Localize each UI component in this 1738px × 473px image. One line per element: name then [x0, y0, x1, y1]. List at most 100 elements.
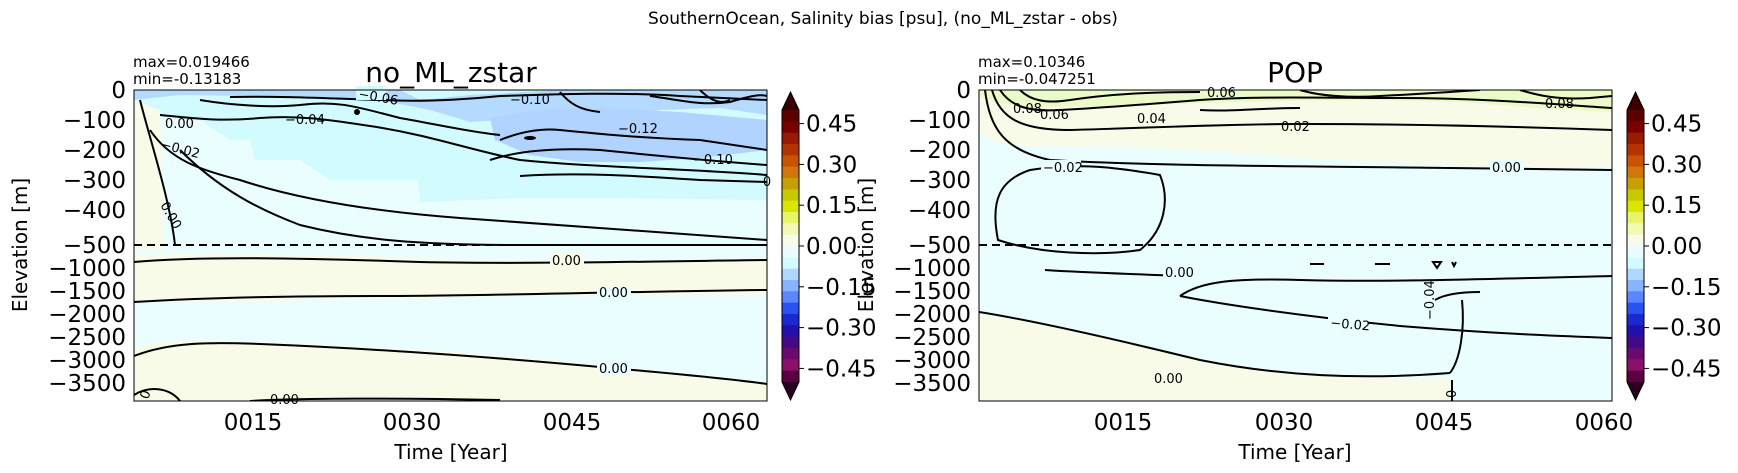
- contour-label: 0.04: [1137, 112, 1166, 127]
- colorbar-swatch: [1627, 132, 1644, 145]
- colorbar-tick-label: −0.30: [1651, 316, 1721, 342]
- colorbar-swatch: [782, 166, 799, 179]
- colorbar-swatch: [782, 302, 799, 315]
- ytick-label: −400: [63, 198, 126, 224]
- panel-right-xaxis: 0015 0030 0045 0060 Time [Year]: [1094, 410, 1634, 464]
- contour-label: 0.00: [552, 254, 581, 269]
- ytick-label: −1000: [48, 256, 126, 282]
- ytick-label: −2000: [48, 302, 126, 328]
- colorbar-swatch: [1627, 257, 1644, 270]
- colorbar-swatch: [1627, 155, 1644, 168]
- colorbar-swatch: [1627, 370, 1644, 383]
- ytick-label: −3500: [893, 371, 971, 397]
- xtick-label: 0015: [1094, 410, 1153, 436]
- xtick-label: 0030: [1255, 410, 1314, 436]
- contour-label: 0.06: [1207, 86, 1236, 101]
- colorbar-swatch: [1627, 110, 1644, 122]
- colorbar-swatch: [782, 144, 799, 156]
- colorbar-swatch: [782, 291, 799, 304]
- ytick-label: 0: [956, 78, 971, 104]
- contour-label: 0.06: [1040, 108, 1069, 123]
- contour-blob: [524, 136, 536, 140]
- ytick-label: −500: [908, 233, 971, 259]
- colorbar-swatch: [1627, 200, 1644, 213]
- panel-left-yaxis: 0 −100 −200 −300 −400 −500 −1000 −1500 −…: [8, 78, 126, 397]
- colorbar-tick-label: 0.00: [1651, 234, 1702, 260]
- colorbar-tick-label: −0.45: [1651, 356, 1721, 382]
- ytick-label: −200: [908, 138, 971, 164]
- colorbar-tick-label: 0.45: [806, 112, 857, 138]
- colorbar-swatch: [1627, 291, 1644, 304]
- colorbar-tick-label: −0.30: [806, 316, 876, 342]
- xtick-label: 0015: [224, 410, 283, 436]
- ytick-label: −1500: [893, 279, 971, 305]
- colorbar-tick-label: 0.45: [1651, 112, 1702, 138]
- ytick-label: −2000: [893, 302, 971, 328]
- ytick-label: −400: [908, 198, 971, 224]
- colorbar-swatch: [782, 370, 799, 383]
- contour-blob: [354, 109, 360, 115]
- panel-right-frame: [978, 89, 1613, 402]
- panel-right-min: min=-0.047251: [978, 70, 1096, 88]
- panel-left-xaxis: 0015 0030 0045 0060 Time [Year]: [224, 410, 761, 464]
- colorbar-swatch: [782, 246, 799, 258]
- contour-label: −0.04: [285, 113, 325, 128]
- colorbar-swatch: [782, 268, 799, 281]
- colorbar-swatch: [1627, 189, 1644, 202]
- contour-label: 0.00: [599, 286, 628, 301]
- ytick-label: −100: [908, 108, 971, 134]
- colorbar-swatch: [782, 325, 799, 338]
- region-pos-core: [979, 90, 1612, 112]
- colorbar-extend-min: [1627, 382, 1644, 400]
- colorbar-swatch: [1627, 178, 1644, 190]
- colorbar-swatch: [782, 336, 799, 349]
- contour-label: −0.10: [693, 153, 733, 168]
- ytick-label: −500: [63, 233, 126, 259]
- colorbar-extend-max: [782, 92, 799, 110]
- panel-left-frame: [133, 89, 768, 402]
- contour-label: −0.10: [510, 93, 550, 108]
- colorbar-swatch: [1627, 234, 1644, 247]
- contour-label: −0.02: [1330, 316, 1371, 334]
- colorbar-swatch: [1627, 223, 1644, 236]
- colorbar-swatch: [1627, 359, 1644, 372]
- colorbar-swatch: [782, 132, 799, 145]
- region-pos-surface: [979, 90, 1612, 168]
- colorbar-swatch: [782, 314, 799, 326]
- panel-right-yaxis: 0 −100 −200 −300 −400 −500 −1000 −1500 −…: [854, 78, 971, 397]
- colorbar-tick-label: 0.00: [806, 234, 857, 260]
- colorbar-swatch: [1627, 268, 1644, 281]
- colorbar-swatch: [1627, 314, 1644, 326]
- contour-label: −0.12: [618, 122, 658, 137]
- contour-label: 0: [1445, 390, 1460, 398]
- colorbar-swatch: [782, 280, 799, 292]
- colorbar-swatch: [1627, 166, 1644, 179]
- contour-label: −0.04: [1423, 280, 1438, 320]
- figure-suptitle: SouthernOcean, Salinity bias [psu], (no_…: [648, 9, 1118, 29]
- ytick-label: −2500: [48, 325, 126, 351]
- colorbar-swatch: [782, 110, 799, 122]
- contour-label: 0.00: [1165, 266, 1194, 281]
- xtick-label: 0060: [702, 410, 761, 436]
- contour-label: 0.00: [1492, 161, 1521, 176]
- panel-right-field: [979, 90, 1612, 401]
- panel-left-field: [134, 90, 767, 401]
- colorbar-swatch: [1627, 212, 1644, 224]
- panel-right-ylabel: Elevation [m]: [854, 178, 878, 312]
- colorbar-tick-label: 0.15: [806, 193, 857, 219]
- colorbar-swatch: [782, 189, 799, 202]
- colorbar-right: 0.45 0.30 0.15 0.00 −0.15 −0.30 −0.45: [1626, 90, 1721, 402]
- colorbar-swatch: [782, 257, 799, 270]
- colorbar-tick-label: 0.30: [1651, 152, 1702, 178]
- contour-label: 0.08: [1013, 102, 1042, 117]
- region-pos-surface: [134, 100, 165, 250]
- panel-left-title: no_ML_zstar: [365, 56, 537, 89]
- panel-right-title: POP: [1267, 56, 1323, 89]
- panel-left: no_ML_zstar max=0.019466 min=-0.13183: [133, 53, 771, 408]
- panel-left-min: min=-0.13183: [133, 70, 241, 88]
- panel-right-max: max=0.10346: [978, 53, 1085, 71]
- contour-label: 0.00: [165, 117, 194, 132]
- colorbar-swatch: [1627, 336, 1644, 349]
- colorbar-tick-label: 0.15: [1651, 193, 1702, 219]
